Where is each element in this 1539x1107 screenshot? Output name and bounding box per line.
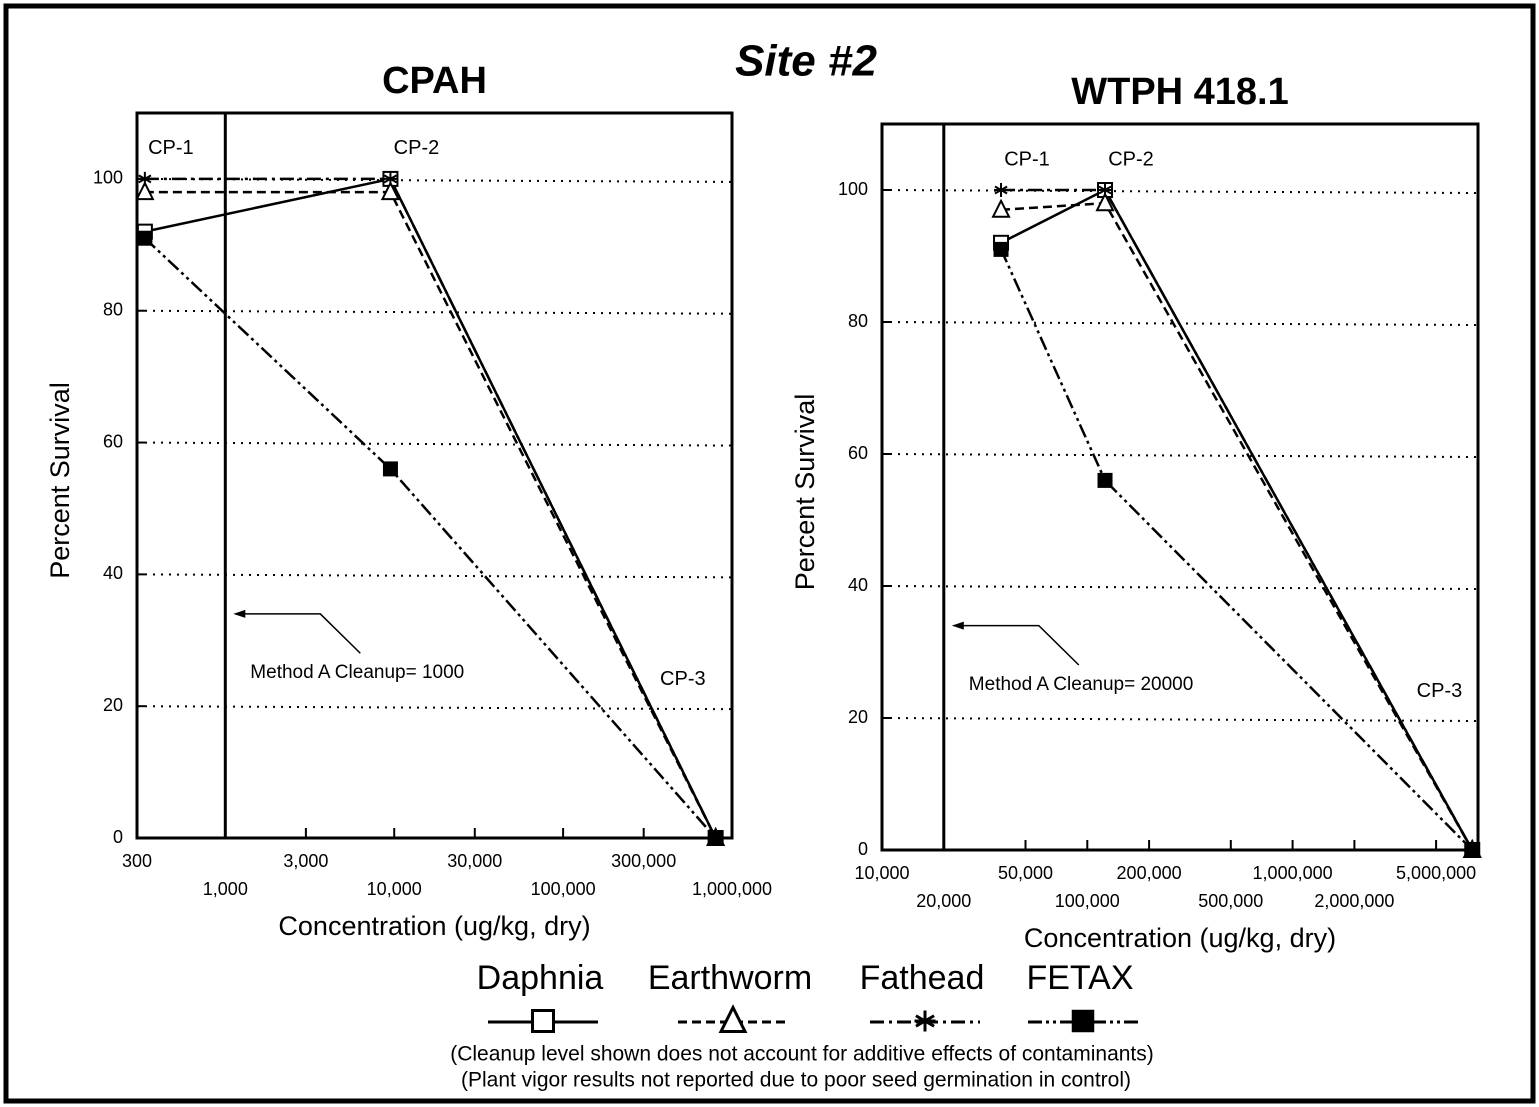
y-axis-label: Percent Survival bbox=[45, 382, 75, 579]
marker bbox=[135, 180, 155, 201]
x-axis-label: Concentration (ug/kg, dry) bbox=[278, 911, 590, 941]
grid-line bbox=[136, 573, 733, 579]
legend-marker bbox=[718, 1004, 748, 1033]
note: (Plant vigor results not reported due to… bbox=[461, 1069, 1131, 1092]
grid-line bbox=[136, 177, 733, 183]
x-tick-label: 500,000 bbox=[1198, 891, 1263, 911]
cleanup-arrow bbox=[953, 624, 1080, 666]
x-tick-label: 1,000 bbox=[203, 879, 248, 899]
y-axis-label: Percent Survival bbox=[790, 394, 820, 591]
marker bbox=[380, 180, 401, 201]
y-tick-label: 80 bbox=[848, 311, 868, 331]
x-tick-label: 2,000,000 bbox=[1314, 891, 1394, 911]
series-line bbox=[1000, 201, 1474, 851]
plot-frame bbox=[135, 111, 734, 840]
x-tick-label: 100,000 bbox=[1055, 891, 1120, 911]
point-label: CP-1 bbox=[1004, 148, 1050, 170]
grid-line bbox=[881, 717, 1479, 722]
note: (Cleanup level shown does not account fo… bbox=[450, 1043, 1154, 1066]
x-tick-label: 1,000,000 bbox=[692, 879, 772, 899]
grid-line bbox=[136, 441, 733, 447]
arrow-head bbox=[233, 609, 246, 618]
legend-marker bbox=[531, 1009, 555, 1033]
x-tick-label: 300 bbox=[122, 851, 152, 871]
cleanup-arrow bbox=[235, 613, 361, 654]
marker bbox=[708, 830, 724, 846]
x-tick-label: 10,000 bbox=[854, 863, 909, 883]
grid-line bbox=[881, 453, 1479, 458]
point-label: CP-3 bbox=[660, 668, 706, 690]
x-tick-label: 3,000 bbox=[283, 851, 328, 871]
marker bbox=[383, 171, 398, 186]
point-label: CP-2 bbox=[394, 137, 440, 159]
marker bbox=[1097, 472, 1113, 488]
arrow-head bbox=[951, 621, 964, 630]
x-tick-label: 20,000 bbox=[916, 891, 971, 911]
grid-line bbox=[136, 705, 733, 711]
x-tick-label: 50,000 bbox=[998, 863, 1053, 883]
series-line bbox=[1000, 188, 1474, 851]
chart-title: CPAH bbox=[382, 60, 487, 102]
y-tick-label: 40 bbox=[103, 563, 123, 583]
legend-label: Earthworm bbox=[648, 959, 812, 997]
page-title: Site #2 bbox=[735, 37, 877, 86]
point-label: CP-2 bbox=[1108, 148, 1154, 170]
marker bbox=[1464, 842, 1480, 858]
y-tick-label: 80 bbox=[103, 299, 123, 319]
legend-marker bbox=[1071, 1009, 1095, 1033]
point-label: CP-1 bbox=[148, 137, 194, 159]
cleanup-label: Method A Cleanup= 1000 bbox=[250, 662, 464, 683]
y-tick-label: 100 bbox=[93, 168, 123, 188]
chart-title: WTPH 418.1 bbox=[1071, 71, 1289, 113]
legend-marker bbox=[914, 1010, 936, 1032]
y-tick-label: 60 bbox=[103, 431, 123, 451]
series-line bbox=[999, 248, 1474, 851]
series-line bbox=[1001, 188, 1474, 851]
grid-line bbox=[881, 189, 1479, 194]
grid-line bbox=[136, 309, 733, 315]
y-tick-label: 100 bbox=[838, 179, 868, 199]
marker bbox=[993, 241, 1009, 257]
legend-label: Fathead bbox=[860, 959, 985, 997]
grid-line bbox=[881, 321, 1479, 326]
marker bbox=[137, 230, 153, 246]
x-axis-label: Concentration (ug/kg, dry) bbox=[1024, 923, 1336, 953]
marker bbox=[1098, 183, 1113, 197]
y-tick-label: 20 bbox=[848, 707, 868, 727]
y-tick-label: 20 bbox=[103, 695, 123, 715]
marker bbox=[1095, 191, 1115, 212]
x-tick-label: 200,000 bbox=[1117, 863, 1182, 883]
y-tick-label: 0 bbox=[113, 827, 123, 847]
x-tick-label: 5,000,000 bbox=[1396, 863, 1476, 883]
page-frame bbox=[3, 3, 1536, 1104]
x-tick-label: 100,000 bbox=[531, 879, 596, 899]
y-tick-label: 40 bbox=[848, 575, 868, 595]
x-tick-label: 300,000 bbox=[611, 851, 676, 871]
plot-frame bbox=[880, 122, 1480, 852]
marker bbox=[994, 183, 1009, 197]
x-tick-label: 30,000 bbox=[447, 851, 502, 871]
legend-label: FETAX bbox=[1026, 959, 1133, 997]
grid-line bbox=[881, 585, 1479, 590]
y-tick-label: 0 bbox=[858, 839, 868, 859]
marker bbox=[991, 198, 1011, 218]
marker bbox=[137, 171, 152, 186]
legend-label: Daphnia bbox=[477, 959, 604, 997]
y-tick-label: 60 bbox=[848, 443, 868, 463]
marker bbox=[382, 461, 398, 477]
x-tick-label: 1,000,000 bbox=[1253, 863, 1333, 883]
series-line bbox=[144, 237, 717, 839]
point-label: CP-3 bbox=[1417, 680, 1463, 702]
x-tick-label: 10,000 bbox=[367, 879, 422, 899]
cleanup-label: Method A Cleanup= 20000 bbox=[969, 674, 1194, 695]
